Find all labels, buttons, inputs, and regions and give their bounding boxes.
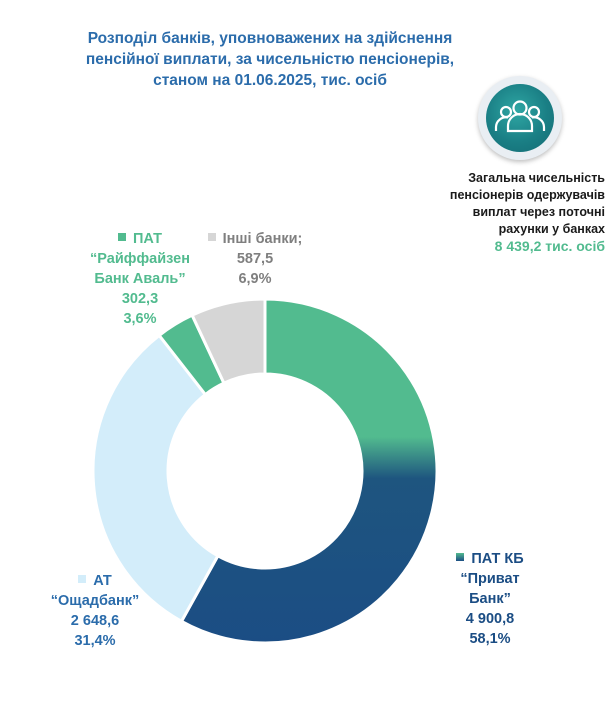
other-percent: 6,9% xyxy=(238,271,272,287)
label-raiffeisen: ПАТ “Райффайзен Банк Аваль” 302,3 3,6% xyxy=(70,229,210,329)
priv-name-1: ПАТ КБ xyxy=(471,551,524,567)
slice-oschad xyxy=(91,333,220,624)
raif-percent: 3,6% xyxy=(123,311,157,327)
total-value: 8 439,2 тис. осіб xyxy=(494,238,605,254)
title-line: станом на 01.06.2025, тис. осіб xyxy=(153,72,387,89)
other-value: 587,5 xyxy=(236,251,274,267)
title-line: пенсійної виплати, за чисельністю пенсіо… xyxy=(85,51,455,68)
total-line: рахунки у банках xyxy=(498,222,605,236)
people-group-badge xyxy=(478,76,562,160)
label-privatbank: ПАТ КБ “Приват Банк” 4 900,8 58,1% xyxy=(430,549,550,649)
legend-square xyxy=(78,575,87,583)
raif-name-2: “Райффайзен xyxy=(90,251,190,267)
total-pensioners: Загальна чисельність пенсіонерів одержув… xyxy=(430,170,605,255)
label-other-banks: Інші банки; 587,5 6,9% xyxy=(200,229,310,289)
chart-title: Розподіл банків, уповноважених на здійсн… xyxy=(60,28,480,91)
total-line: Загальна чисельність xyxy=(468,171,605,185)
other-name: Інші банки; xyxy=(222,231,303,247)
priv-name-2: “Приват xyxy=(460,571,520,587)
slice-other xyxy=(190,297,267,386)
legend-square xyxy=(207,233,216,241)
slice-privat xyxy=(179,297,439,645)
osch-name-line: АТ xyxy=(20,571,170,591)
osch-name-2: “Ощадбанк” xyxy=(50,593,140,609)
raif-name-3: Банк Аваль” xyxy=(94,271,186,287)
osch-value: 2 648,6 xyxy=(70,613,120,629)
priv-percent: 58,1% xyxy=(469,631,511,647)
other-name-line: Інші банки; xyxy=(200,229,310,249)
legend-square xyxy=(117,233,126,241)
osch-percent: 31,4% xyxy=(74,633,116,649)
raif-name-1: ПАТ xyxy=(132,231,163,247)
priv-name-line: ПАТ КБ xyxy=(430,549,550,569)
badge-circle xyxy=(486,84,554,152)
raif-name-line: ПАТ xyxy=(70,229,210,249)
people-group-icon xyxy=(494,100,546,133)
priv-name-3: Банк” xyxy=(469,591,511,607)
total-line: виплат через поточні xyxy=(472,205,605,219)
raif-value: 302,3 xyxy=(121,291,159,307)
legend-square xyxy=(456,553,465,561)
priv-value: 4 900,8 xyxy=(465,611,515,627)
title-line: Розподіл банків, уповноважених на здійсн… xyxy=(87,30,453,47)
osch-name-1: АТ xyxy=(93,573,112,589)
total-line: пенсіонерів одержувачів xyxy=(449,188,605,202)
label-oschadbank: АТ “Ощадбанк” 2 648,6 31,4% xyxy=(20,571,170,651)
